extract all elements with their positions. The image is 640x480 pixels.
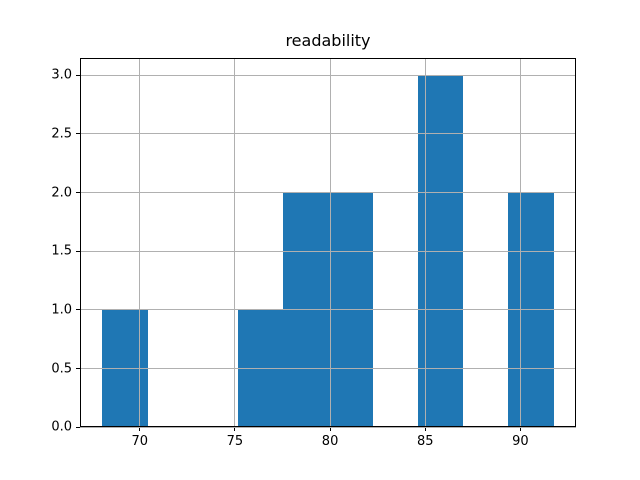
y-gridline — [80, 250, 576, 252]
x-tick-mark — [329, 427, 331, 432]
x-tick-mark — [519, 427, 521, 432]
y-tick-mark — [76, 133, 80, 135]
y-gridline — [80, 368, 576, 370]
y-tick-mark — [76, 74, 80, 76]
y-tick-label: 0.5 — [51, 361, 72, 377]
grid-layer — [80, 57, 576, 428]
y-tick-label: 3.0 — [51, 67, 72, 83]
y-tick-label: 2.5 — [51, 126, 72, 142]
y-tick-mark — [76, 250, 80, 252]
y-tick-label: 1.5 — [51, 243, 72, 259]
plot-area — [80, 57, 576, 428]
x-tick-label: 90 — [512, 434, 529, 450]
y-tick-mark — [76, 426, 80, 428]
x-tick-label: 70 — [131, 434, 149, 450]
y-tick-mark — [76, 192, 80, 194]
x-tick-label: 85 — [416, 434, 434, 450]
x-tick-mark — [139, 427, 141, 432]
y-gridline — [80, 74, 576, 76]
x-tick-mark — [424, 427, 426, 432]
x-gridline — [519, 57, 521, 428]
y-gridline — [80, 309, 576, 311]
y-tick-label: 0.0 — [51, 419, 72, 435]
x-gridline — [424, 57, 426, 428]
y-tick-mark — [76, 368, 80, 370]
x-gridline — [329, 57, 331, 428]
chart-title: readability — [285, 31, 371, 50]
x-tick-mark — [234, 427, 236, 432]
y-gridline — [80, 192, 576, 194]
y-tick-label: 2.0 — [51, 185, 72, 201]
x-gridline — [234, 57, 236, 428]
y-gridline — [80, 426, 576, 428]
y-tick-mark — [76, 309, 80, 311]
x-gridline — [139, 57, 141, 428]
x-tick-label: 80 — [321, 434, 339, 450]
y-gridline — [80, 133, 576, 135]
y-tick-label: 1.0 — [51, 302, 72, 318]
x-tick-label: 75 — [226, 434, 244, 450]
